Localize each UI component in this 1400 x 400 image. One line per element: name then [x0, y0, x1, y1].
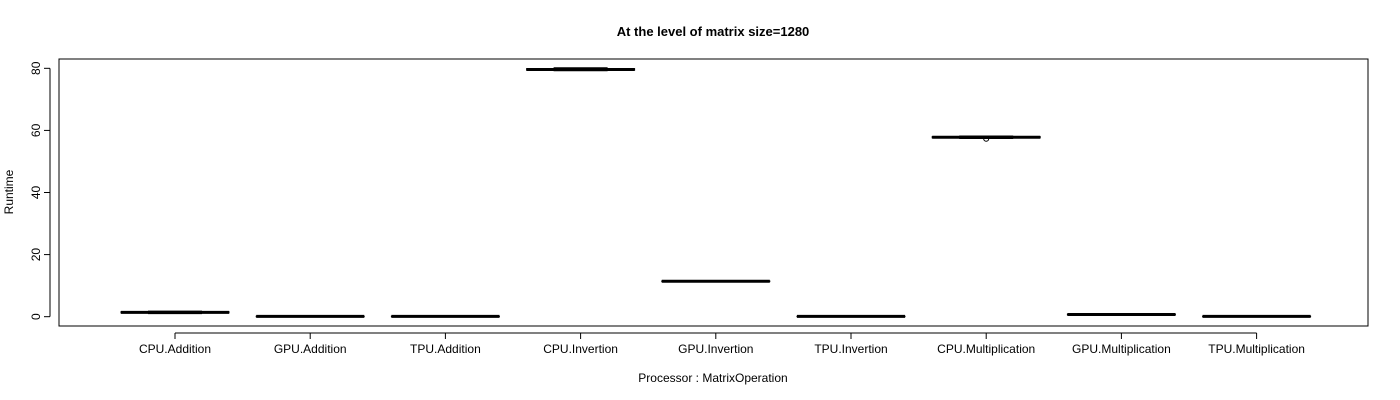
x-axis: CPU.Addition GPU.Addition TPU.Addition CPU.… [139, 332, 1305, 356]
y-tick-label: 40 [29, 186, 43, 200]
y-axis: 0 20 40 60 80 [29, 61, 51, 320]
x-tick-label: CPU.Multiplication [937, 342, 1035, 356]
x-tick-label: CPU.Invertion [543, 342, 618, 356]
x-tick-label: GPU.Invertion [678, 342, 753, 356]
x-tick-label: GPU.Addition [274, 342, 347, 356]
x-tick-label: TPU.Addition [410, 342, 481, 356]
y-tick-label: 60 [29, 123, 43, 137]
box-outlier [983, 135, 990, 142]
x-tick-label: TPU.Invertion [814, 342, 887, 356]
box-CPU.Invertion [526, 67, 636, 72]
x-tick-label: TPU.Multiplication [1208, 342, 1305, 356]
box-TPU.Multiplication [1202, 314, 1312, 318]
x-tick-label: GPU.Multiplication [1072, 342, 1171, 356]
y-tick-label: 80 [29, 61, 43, 75]
box-CPU.Addition [120, 310, 230, 315]
box-GPU.Multiplication [1066, 313, 1176, 317]
box-series [120, 67, 1312, 318]
plot-frame [58, 58, 1369, 327]
box-GPU.Invertion [661, 279, 771, 283]
box-TPU.Invertion [796, 314, 906, 318]
y-axis-label: Runtime [2, 169, 16, 214]
y-tick-label: 0 [29, 313, 43, 320]
chart-title: At the level of matrix size=1280 [617, 24, 810, 39]
box-TPU.Addition [390, 314, 500, 318]
y-tick-label: 20 [29, 248, 43, 262]
x-axis-label: Processor : MatrixOperation [638, 371, 787, 385]
box-GPU.Addition [255, 314, 365, 318]
box-CPU.Multiplication [931, 135, 1041, 142]
x-tick-label: CPU.Addition [139, 342, 211, 356]
